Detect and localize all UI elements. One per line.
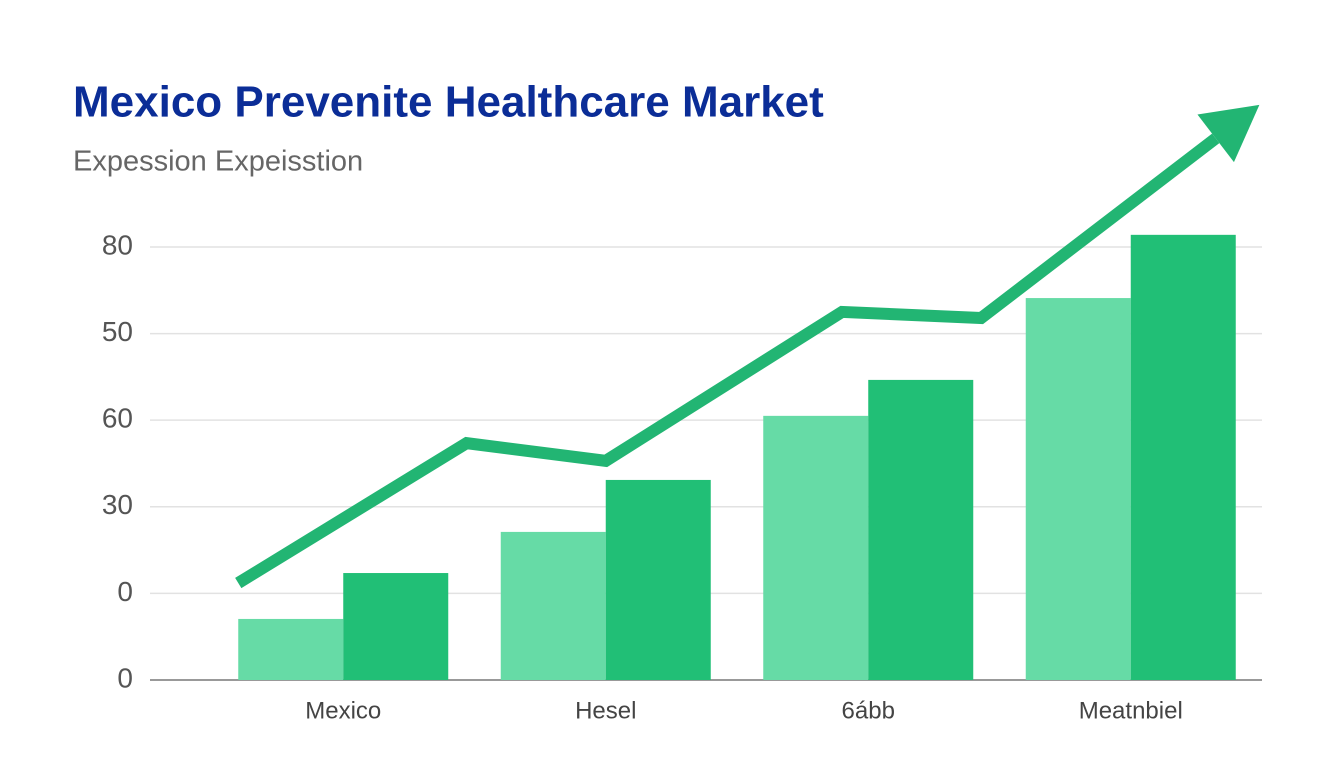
bar [763,415,869,680]
y-tick-label: 80 [102,229,133,260]
x-tick-label: Hesel [575,697,636,724]
bar [605,479,711,680]
bar [343,573,449,680]
chart-subtitle: Expession Expeisstion [73,146,363,178]
y-tick-label: 30 [102,489,133,520]
y-tick-label: 0 [117,662,133,693]
bar [238,618,344,680]
bar [1025,298,1131,680]
trend-line [235,133,1220,589]
trend-arrowhead [1197,104,1260,163]
y-tick-label: 60 [102,403,133,434]
x-tick-label: Mexico [305,697,381,724]
bar [1130,234,1236,680]
bar [868,379,974,680]
y-tick-label: 50 [102,316,133,347]
chart-title: Mexico Prevenite Healthcare Market [73,78,824,127]
bar [500,531,606,680]
x-tick-label: Meatnbiel [1079,697,1183,724]
y-tick-label: 0 [117,576,133,607]
x-tick-label: 6ább [842,697,895,724]
